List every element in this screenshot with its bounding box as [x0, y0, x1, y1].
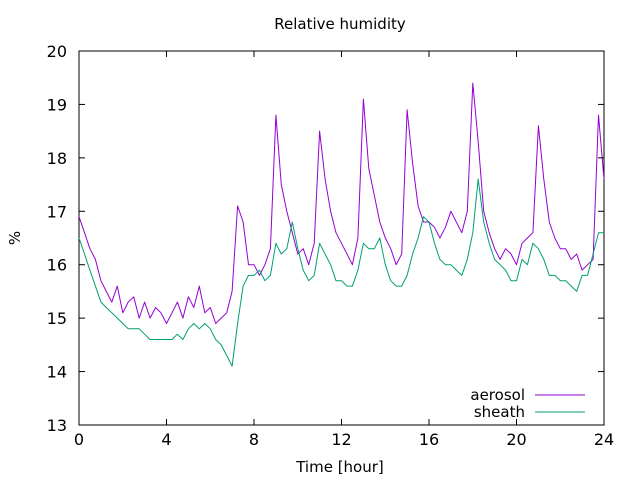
y-tick-label: 20: [47, 42, 67, 61]
chart-title: Relative humidity: [274, 15, 406, 33]
x-tick-label: 0: [74, 430, 84, 449]
y-tick-label: 17: [47, 202, 67, 221]
series-line-sheath: [78, 178, 604, 367]
x-tick-label: 8: [249, 430, 259, 449]
x-tick-label: 24: [594, 430, 614, 449]
y-tick-label: 15: [47, 309, 67, 328]
y-tick-label: 18: [47, 149, 67, 168]
y-tick-label: 13: [47, 416, 67, 435]
x-axis-label: Time [hour]: [295, 458, 384, 476]
x-tick-label: 4: [161, 430, 171, 449]
x-tick-label: 12: [331, 430, 351, 449]
series-line-aerosol: [78, 82, 605, 324]
legend-label-aerosol: aerosol: [470, 386, 525, 404]
y-tick-label: 16: [47, 256, 67, 275]
x-tick-label: 20: [506, 430, 526, 449]
legend-label-sheath: sheath: [474, 403, 525, 421]
y-tick-label: 19: [47, 95, 67, 114]
x-tick-label: 16: [419, 430, 439, 449]
y-axis-label: %: [6, 231, 24, 245]
y-tick-label: 14: [47, 363, 67, 382]
